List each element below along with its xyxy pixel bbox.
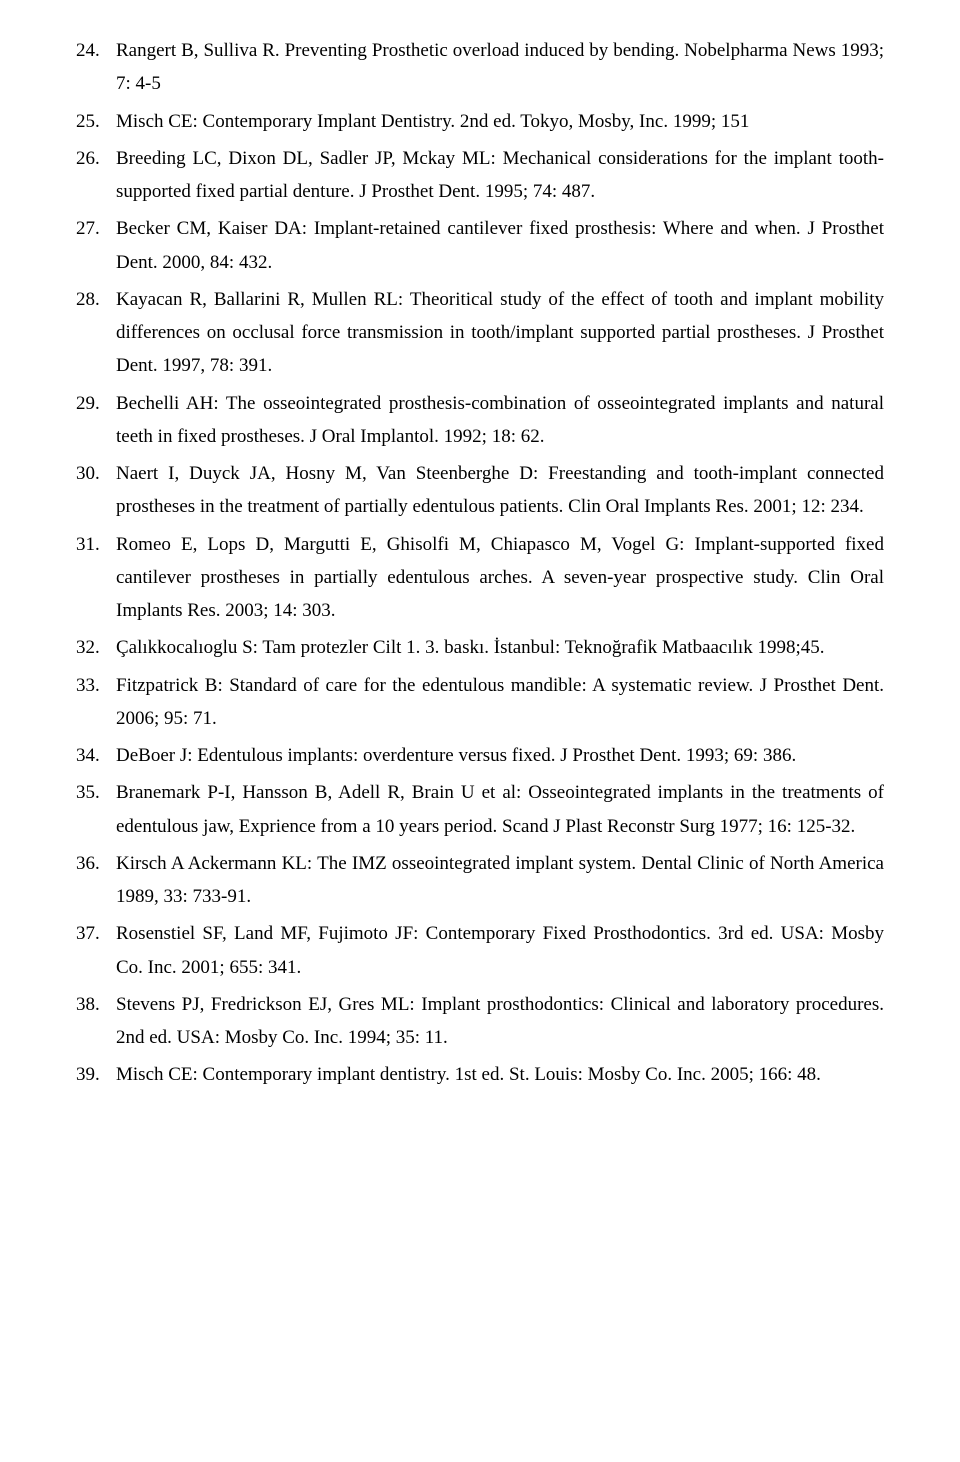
- reference-text: Breeding LC, Dixon DL, Sadler JP, Mckay …: [116, 148, 884, 202]
- reference-number: 38.: [76, 988, 110, 1021]
- reference-text: Naert I, Duyck JA, Hosny M, Van Steenber…: [116, 463, 884, 517]
- reference-text: Fitzpatrick B: Standard of care for the …: [116, 675, 884, 729]
- reference-number: 35.: [76, 776, 110, 809]
- reference-number: 25.: [76, 105, 110, 138]
- reference-item: 25. Misch CE: Contemporary Implant Dentis…: [76, 105, 884, 138]
- reference-text: Branemark P-I, Hansson B, Adell R, Brain…: [116, 782, 884, 836]
- reference-text: Rosenstiel SF, Land MF, Fujimoto JF: Con…: [116, 923, 884, 977]
- reference-item: 31.Romeo E, Lops D, Margutti E, Ghisolfi…: [76, 528, 884, 628]
- reference-item: 27.Becker CM, Kaiser DA: Implant-retaine…: [76, 212, 884, 279]
- reference-item: 29.Bechelli AH: The osseointegrated pros…: [76, 387, 884, 454]
- reference-text: DeBoer J: Edentulous implants: overdentu…: [116, 745, 796, 766]
- reference-text: Rangert B, Sulliva R. Preventing Prosthe…: [116, 40, 884, 94]
- reference-text: Çalıkkocalıoglu S: Tam protezler Cilt 1.…: [116, 637, 824, 658]
- reference-text: Misch CE: Contemporary implant dentistry…: [116, 1064, 821, 1085]
- reference-number: 27.: [76, 212, 110, 245]
- reference-item: 32. Çalıkkocalıoglu S: Tam protezler Cilt…: [76, 631, 884, 664]
- reference-number: 36.: [76, 847, 110, 880]
- reference-number: 30.: [76, 457, 110, 490]
- reference-item: 28.Kayacan R, Ballarini R, Mullen RL: Th…: [76, 283, 884, 383]
- reference-item: 37.Rosenstiel SF, Land MF, Fujimoto JF: …: [76, 917, 884, 984]
- reference-number: 28.: [76, 283, 110, 316]
- reference-number: 34.: [76, 739, 110, 772]
- reference-list: 24.Rangert B, Sulliva R. Preventing Pros…: [76, 34, 884, 1092]
- reference-text: Misch CE: Contemporary Implant Dentistry…: [116, 111, 749, 132]
- reference-number: 37.: [76, 917, 110, 950]
- reference-item: 24.Rangert B, Sulliva R. Preventing Pros…: [76, 34, 884, 101]
- reference-number: 24.: [76, 34, 110, 67]
- reference-text: Kirsch A Ackermann KL: The IMZ osseointe…: [116, 853, 884, 907]
- reference-item: 39. Misch CE: Contemporary implant dentis…: [76, 1058, 884, 1091]
- reference-text: Kayacan R, Ballarini R, Mullen RL: Theor…: [116, 289, 884, 377]
- reference-item: 35.Branemark P-I, Hansson B, Adell R, Br…: [76, 776, 884, 843]
- reference-item: 26.Breeding LC, Dixon DL, Sadler JP, Mck…: [76, 142, 884, 209]
- reference-text: Romeo E, Lops D, Margutti E, Ghisolfi M,…: [116, 534, 884, 622]
- reference-number: 39.: [76, 1058, 110, 1091]
- reference-number: 31.: [76, 528, 110, 561]
- reference-item: 36.Kirsch A Ackermann KL: The IMZ osseoi…: [76, 847, 884, 914]
- reference-number: 33.: [76, 669, 110, 702]
- reference-text: Becker CM, Kaiser DA: Implant-retained c…: [116, 218, 884, 272]
- reference-number: 32.: [76, 631, 110, 664]
- reference-item: 30.Naert I, Duyck JA, Hosny M, Van Steen…: [76, 457, 884, 524]
- reference-item: 34. DeBoer J: Edentulous implants: overde…: [76, 739, 884, 772]
- reference-item: 33.Fitzpatrick B: Standard of care for t…: [76, 669, 884, 736]
- reference-number: 29.: [76, 387, 110, 420]
- reference-item: 38.Stevens PJ, Fredrickson EJ, Gres ML: …: [76, 988, 884, 1055]
- reference-number: 26.: [76, 142, 110, 175]
- reference-text: Bechelli AH: The osseointegrated prosthe…: [116, 393, 884, 447]
- reference-text: Stevens PJ, Fredrickson EJ, Gres ML: Imp…: [116, 994, 884, 1048]
